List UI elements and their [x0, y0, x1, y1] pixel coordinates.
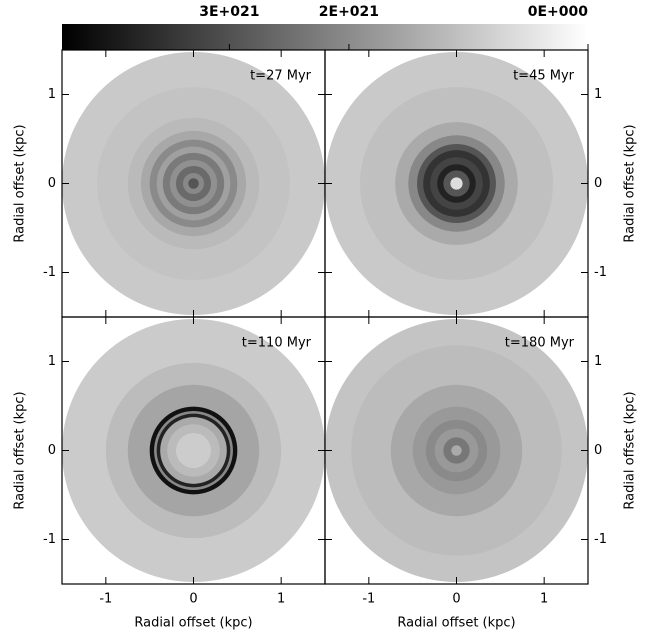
ring [175, 432, 212, 469]
x-tick-label: 1 [540, 592, 548, 607]
x-tick-label: 1 [277, 592, 285, 607]
y-axis-label: Radial offset (kpc) [623, 391, 638, 509]
y-axis-label: Radial offset (kpc) [623, 124, 638, 242]
y-axis-label: Radial offset (kpc) [13, 124, 28, 242]
y-tick-label: 0 [48, 443, 56, 458]
density-image [325, 319, 588, 582]
panel-title: t=180 Myr [505, 336, 575, 351]
x-axis-label: Radial offset (kpc) [134, 616, 252, 631]
y-tick-label: -1 [594, 265, 607, 280]
y-tick-label: 0 [594, 443, 602, 458]
colorbar-tick-label: 0E+000 [528, 4, 589, 20]
y-tick-label: 1 [594, 87, 602, 102]
panel-title: t=110 Myr [242, 336, 312, 351]
ring [188, 178, 199, 189]
y-tick-label: 1 [594, 354, 602, 369]
panel-title: t=27 Myr [250, 69, 312, 84]
y-axis-label: Radial offset (kpc) [13, 391, 28, 509]
x-axis-label: Radial offset (kpc) [397, 616, 515, 631]
density-image [62, 319, 325, 582]
density-image [62, 52, 325, 315]
ring [451, 445, 462, 456]
panel: t=110 Myr -1 0 1 -1 0 1 Radial offset (kpc) Radi… [13, 316, 326, 631]
y-tick-label: 0 [48, 176, 56, 191]
x-tick-label: 0 [189, 592, 197, 607]
panel: t=180 Myr -1 0 1 -1 0 1 Radial offset (kpc) Radi… [324, 316, 638, 631]
x-tick-label: -1 [99, 592, 112, 607]
y-tick-label: 0 [594, 176, 602, 191]
colorbar [62, 24, 588, 50]
y-tick-label: -1 [43, 532, 56, 547]
panel: t=45 Myr -1 0 1 Radial offset (kpc) [324, 49, 638, 318]
x-tick-label: -1 [362, 592, 375, 607]
colorbar-tick-label: 3E+021 [199, 4, 259, 20]
y-tick-label: -1 [43, 265, 56, 280]
x-tick-label: 0 [452, 592, 460, 607]
ring [450, 177, 463, 190]
y-tick-label: 1 [48, 354, 56, 369]
panel-title: t=45 Myr [513, 69, 575, 84]
y-tick-label: -1 [594, 532, 607, 547]
panel: t=27 Myr -1 0 1 Radial offset (kpc) [13, 49, 326, 318]
density-image [325, 52, 588, 315]
colorbar-tick-label: 2E+021 [319, 4, 379, 20]
y-tick-label: 1 [48, 87, 56, 102]
